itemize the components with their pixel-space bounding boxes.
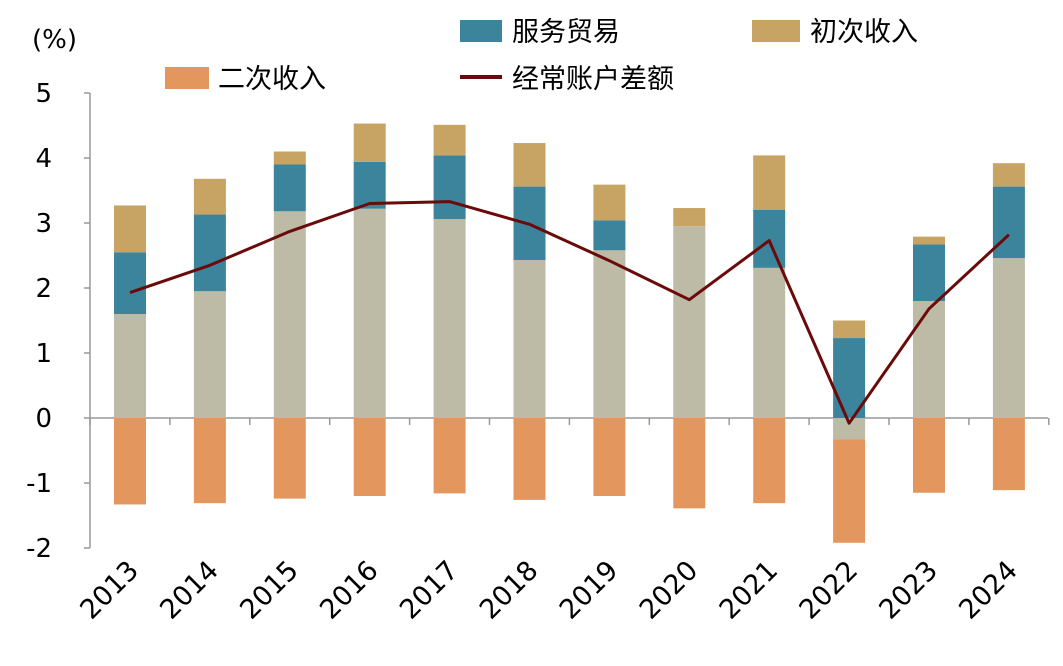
bar-primary-income-2020 [673,208,706,227]
legend-label-services-trade: 服务贸易 [512,17,620,48]
y-axis: -2 -1 0 1 2 3 4 5 [26,79,91,564]
bar-secondary-income-2016 [353,418,386,496]
legend-label-current-account: 经常账户差额 [512,64,674,95]
x-tick-labels: 2013 2014 2015 2016 2017 2018 2019 2020 2021 2022… [74,555,1023,626]
x-tick-label-2022: 2022 [794,555,865,626]
bar-services-trade-2024 [992,186,1025,259]
bar-primary-income-2019 [593,184,626,221]
bar-goods-trade-2016 [353,208,386,418]
x-tick-label-2018: 2018 [474,555,545,626]
bar-services-trade-2017 [433,155,466,220]
bar-secondary-income-2024 [992,418,1025,491]
bar-goods-trade-2021 [753,267,786,418]
bar-services-trade-2022 [833,338,866,418]
bar-primary-income-2023 [913,236,945,245]
y-tick-label: 4 [35,144,52,174]
bar-primary-income-2015 [273,151,306,165]
y-tick-label: 0 [35,404,52,434]
bar-primary-income-2018 [513,143,546,187]
bar-primary-income-2017 [433,124,466,156]
bar-secondary-income-2017 [433,418,466,494]
x-tick-label-2014: 2014 [154,555,225,626]
y-tick-label: -1 [26,469,52,499]
x-tick-label-2015: 2015 [234,555,305,626]
bar-goods-trade-2020 [673,226,706,418]
bar-services-trade-2023 [913,244,945,301]
bars [114,123,1025,543]
legend-label-primary-income: 初次收入 [810,17,918,48]
bar-secondary-income-2014 [193,418,226,504]
bar-goods-trade-2014 [193,291,226,418]
y-tick-label: -2 [26,534,52,564]
current-account-line-path [129,200,1010,425]
bar-services-trade-2021 [753,210,786,268]
x-tick-label-2020: 2020 [634,555,705,626]
bar-primary-income-2021 [753,155,786,210]
bar-secondary-income-2021 [753,418,786,504]
bar-primary-income-2014 [193,178,226,215]
x-tick-label-2016: 2016 [314,555,385,626]
y-tick-label: 3 [35,209,52,239]
bar-services-trade-2014 [193,214,226,292]
y-tick-label: 5 [35,79,52,109]
x-tick-label-2023: 2023 [873,555,944,626]
bar-secondary-income-2020 [673,418,706,509]
x-axis [89,417,1050,425]
legend-swatch-services-trade [460,20,502,42]
legend: 服务贸易 初次收入 二次收入 经常账户差额 [165,17,918,95]
bar-services-trade-2019 [593,220,626,251]
bar-services-trade-2016 [353,161,386,209]
x-tick-label-2013: 2013 [74,555,145,626]
bar-goods-trade-2019 [593,250,626,418]
bar-goods-trade-2017 [433,219,466,418]
x-tick-label-2019: 2019 [554,555,625,626]
bar-goods-trade-2013 [114,314,146,418]
x-tick-label-2017: 2017 [394,555,465,626]
bar-primary-income-2016 [353,123,386,162]
legend-label-secondary-income: 二次收入 [218,64,326,95]
bar-goods-trade-2015 [273,211,306,418]
bar-primary-income-2022 [833,320,866,339]
x-tick-label-2024: 2024 [953,555,1024,626]
bar-services-trade-2015 [273,164,306,212]
bar-secondary-income-2023 [913,418,945,493]
bar-primary-income-2013 [114,205,146,253]
bar-secondary-income-2022 [833,439,866,543]
bar-goods-trade-2022 [833,418,866,440]
bar-secondary-income-2018 [513,418,546,500]
bar-goods-trade-2024 [992,258,1025,418]
y-tick-label: 1 [35,339,52,369]
y-unit-label: (%) [32,25,77,55]
bar-secondary-income-2019 [593,418,626,496]
bar-services-trade-2013 [114,252,146,314]
legend-swatch-primary-income [752,20,800,42]
bar-goods-trade-2018 [513,260,546,418]
bar-goods-trade-2023 [913,301,945,418]
current-account-line [129,200,1010,425]
bar-primary-income-2024 [992,163,1025,187]
y-tick-label: 2 [35,274,52,304]
x-tick-label-2021: 2021 [714,555,785,626]
bar-secondary-income-2015 [273,418,306,499]
bar-secondary-income-2013 [114,418,146,505]
legend-swatch-secondary-income [165,67,209,89]
